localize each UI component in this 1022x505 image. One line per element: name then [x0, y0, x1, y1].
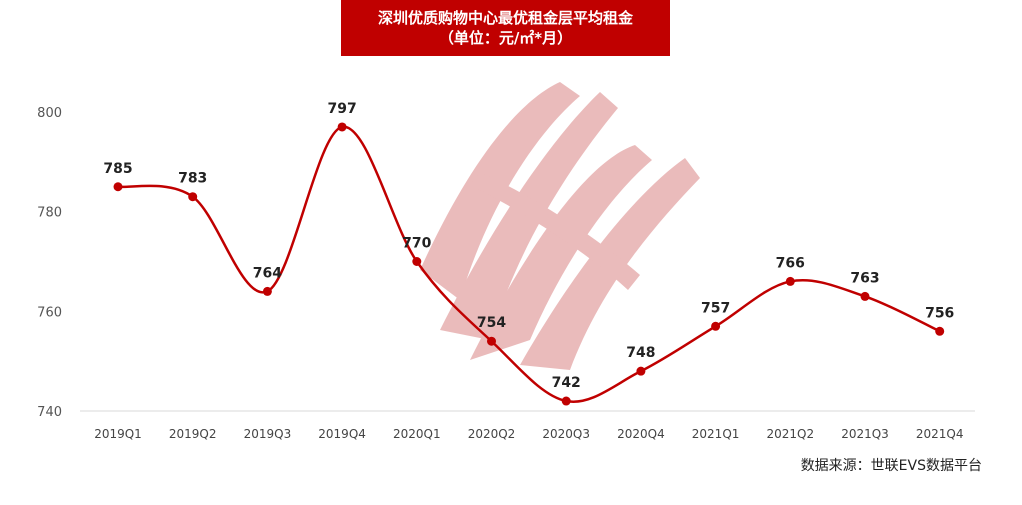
- y-axis-ticks: 740 760 780 800: [37, 106, 62, 420]
- source-note: 数据来源：世联EVS数据平台: [800, 458, 982, 474]
- data-point: [188, 192, 198, 202]
- data-label: 783: [178, 171, 207, 187]
- data-label: 797: [327, 101, 356, 117]
- data-point: [935, 326, 945, 336]
- x-tick-label: 2021Q4: [916, 427, 964, 441]
- x-tick-label: 2020Q2: [468, 427, 516, 441]
- y-tick-label: 740: [37, 405, 62, 420]
- data-points: [113, 122, 945, 406]
- data-point: [860, 291, 870, 301]
- x-tick-label: 2021Q2: [766, 427, 814, 441]
- data-point: [711, 321, 721, 331]
- x-tick-label: 2021Q1: [692, 427, 740, 441]
- x-tick-label: 2020Q3: [542, 427, 590, 441]
- chart-title-banner: 深圳优质购物中心最优租金层平均租金 （单位：元/㎡*月）: [341, 0, 670, 56]
- x-tick-label: 2019Q3: [244, 427, 292, 441]
- y-tick-label: 760: [37, 305, 62, 320]
- data-label: 742: [552, 375, 581, 391]
- data-label: 785: [103, 161, 132, 177]
- data-label: 770: [402, 236, 431, 252]
- data-point: [337, 122, 347, 132]
- data-point: [561, 396, 571, 406]
- x-tick-label: 2019Q4: [318, 427, 366, 441]
- x-tick-label: 2020Q4: [617, 427, 665, 441]
- x-tick-label: 2019Q2: [169, 427, 217, 441]
- x-tick-label: 2020Q1: [393, 427, 441, 441]
- data-label: 748: [626, 345, 655, 361]
- chart-title: 深圳优质购物中心最优租金层平均租金: [377, 9, 633, 27]
- data-label: 766: [776, 255, 805, 271]
- data-point: [785, 276, 795, 286]
- chart-subtitle: （单位：元/㎡*月）: [438, 29, 573, 47]
- x-tick-label: 2019Q1: [94, 427, 142, 441]
- data-point: [262, 286, 272, 296]
- x-axis-ticks: 2019Q1 2019Q2 2019Q3 2019Q4 2020Q1 2020Q2 2020…: [94, 427, 963, 441]
- data-point: [113, 182, 123, 192]
- data-labels: 785 783 764 797 770 754 742 748 757 766 763 756: [103, 101, 954, 391]
- y-tick-label: 780: [37, 206, 62, 221]
- data-label: 763: [850, 270, 879, 286]
- watermark-logo: [420, 82, 700, 370]
- data-point: [636, 366, 646, 376]
- x-tick-label: 2021Q3: [841, 427, 889, 441]
- y-tick-label: 800: [37, 106, 62, 121]
- data-label: 754: [477, 315, 506, 331]
- data-label: 756: [925, 305, 954, 321]
- data-label: 757: [701, 300, 730, 316]
- data-point: [487, 336, 496, 346]
- data-label: 764: [253, 265, 282, 281]
- data-point: [412, 257, 422, 266]
